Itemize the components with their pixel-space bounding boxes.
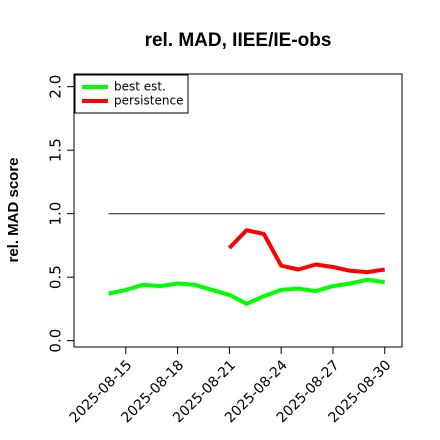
plot-frame bbox=[73, 73, 403, 348]
y-tick-label: 1.5 bbox=[47, 138, 65, 162]
y-tick-label: 2.0 bbox=[47, 75, 65, 99]
series-line-persistence bbox=[227, 228, 385, 275]
y-axis: 0.0 0.5 1.0 1.5 2.0 bbox=[47, 75, 74, 353]
legend-box bbox=[74, 74, 189, 114]
legend: best est.persistence bbox=[74, 74, 189, 114]
y-tick-label: 0.5 bbox=[47, 265, 65, 289]
y-axis-label: rel. MAD score bbox=[5, 157, 22, 262]
legend-label: best est. bbox=[114, 80, 166, 94]
y-tick-label: 1.0 bbox=[47, 202, 65, 226]
legend-label: persistence bbox=[114, 94, 183, 108]
y-tick-label: 0.0 bbox=[47, 329, 65, 353]
chart-title: rel. MAD, IIEE/IE-obs bbox=[145, 30, 332, 51]
series-line-best-est bbox=[108, 277, 385, 306]
series-layer bbox=[108, 212, 385, 306]
x-axis: 2025-08-152025-08-182025-08-212025-08-24… bbox=[67, 347, 394, 426]
